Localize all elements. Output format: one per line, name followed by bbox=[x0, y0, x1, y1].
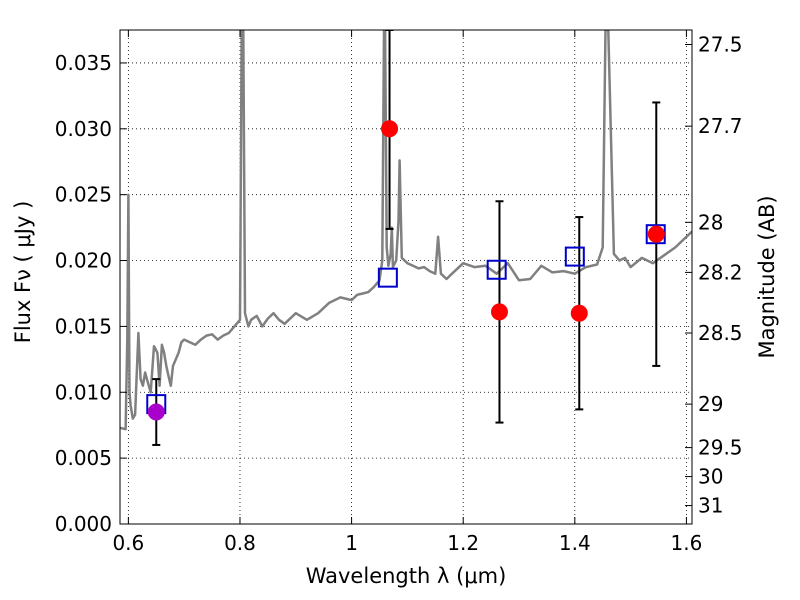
right-tick-label: 28 bbox=[698, 210, 723, 234]
y-tick-label: 0.030 bbox=[55, 117, 112, 141]
right-tick-label: 29 bbox=[698, 392, 723, 416]
grid bbox=[120, 30, 692, 525]
model-point bbox=[486, 259, 507, 280]
x-tick-label: 0.6 bbox=[112, 531, 144, 555]
right-tick-label: 27.5 bbox=[698, 32, 743, 56]
right-tick-label: 29.5 bbox=[698, 436, 743, 460]
x-tick-label: 1.6 bbox=[671, 531, 703, 555]
model-point bbox=[564, 246, 585, 267]
model-point bbox=[377, 267, 398, 288]
x-tick-label: 1.2 bbox=[447, 531, 479, 555]
observed-point bbox=[570, 304, 588, 322]
y-tick-label: 0.020 bbox=[55, 249, 112, 273]
x-tick-label: 1.4 bbox=[559, 531, 591, 555]
observed-point bbox=[147, 403, 165, 421]
ticks: 0.6 0.8 1 1.2 1.4 1.6 0.000 0.005 0.010 0.015 0.02… bbox=[55, 30, 743, 555]
y-tick-label: 0.010 bbox=[55, 380, 112, 404]
y-tick-label: 0.035 bbox=[55, 51, 112, 75]
y-tick-label: 0.015 bbox=[55, 314, 112, 338]
y-tick-label: 0.000 bbox=[55, 512, 112, 536]
right-tick-label: 27.7 bbox=[698, 114, 743, 138]
right-axis-title: Magnitude (AB) bbox=[755, 195, 779, 358]
right-tick-label: 30 bbox=[698, 465, 723, 489]
observed-point bbox=[647, 225, 665, 243]
right-tick-label: 28.5 bbox=[698, 321, 743, 345]
observed-point bbox=[490, 303, 508, 321]
observed-point bbox=[381, 120, 399, 138]
spectrum-line bbox=[120, 30, 692, 431]
y-tick-label: 0.005 bbox=[55, 446, 112, 470]
plot-area bbox=[120, 30, 692, 446]
y-axis-title: Flux Fν ( μJy ) bbox=[11, 201, 35, 344]
x-tick-label: 0.8 bbox=[224, 531, 256, 555]
y-tick-label: 0.025 bbox=[55, 183, 112, 207]
plot-frame bbox=[119, 29, 693, 525]
x-axis-title: Wavelength λ (μm) bbox=[306, 564, 507, 588]
right-tick-label: 31 bbox=[698, 494, 723, 518]
x-tick-label: 1 bbox=[345, 531, 358, 555]
right-tick-label: 28.2 bbox=[698, 260, 743, 284]
